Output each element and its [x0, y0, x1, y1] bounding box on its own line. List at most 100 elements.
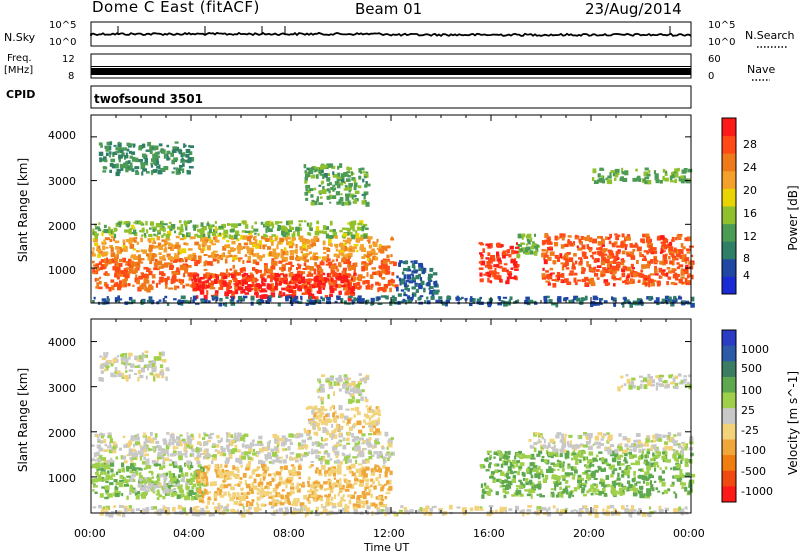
velocity-cell [370, 454, 375, 457]
power-cell [197, 278, 202, 283]
power-cell [314, 230, 320, 236]
velocity-cell [245, 502, 249, 507]
power-cell [216, 274, 221, 277]
power-cell [266, 223, 271, 227]
power-cell [408, 298, 412, 302]
power-cell [501, 251, 507, 257]
power-cell [273, 277, 277, 280]
power-cell [173, 298, 177, 301]
velocity-cell [219, 491, 222, 496]
velocity-cell [268, 440, 271, 444]
velocity-cell [322, 429, 326, 433]
power-cell [123, 247, 128, 252]
power-cell [258, 255, 263, 259]
power-cell [287, 236, 291, 240]
power-cell [159, 271, 164, 275]
velocity-cell [636, 481, 641, 484]
power-cell [583, 256, 589, 259]
power-cell [137, 258, 142, 264]
power-cell [502, 250, 507, 253]
xtick-6: 00:00 [673, 527, 705, 540]
power-cell [419, 277, 423, 281]
power-cell [208, 224, 213, 229]
velocity-cell [148, 448, 151, 452]
power-cell [382, 259, 387, 264]
velocity-cell [378, 451, 383, 456]
velocity-cell [355, 459, 358, 464]
power-cell [597, 236, 601, 239]
power-cell [402, 267, 408, 272]
power-cell [341, 284, 346, 288]
power-cell [288, 220, 293, 225]
velocity-cell [358, 391, 361, 396]
power-cell [544, 254, 549, 258]
power-cell [332, 184, 336, 187]
power-cell [215, 275, 219, 280]
velocity-cell [345, 422, 349, 426]
xaxis-label: Time UT [364, 541, 410, 554]
power-cell [361, 193, 367, 196]
power-cell [370, 285, 373, 290]
power-cell [674, 258, 679, 261]
power-cell [98, 222, 101, 225]
power-cell [113, 237, 115, 242]
velocity-cell [351, 432, 354, 438]
power-cell [347, 281, 350, 287]
power-cell [316, 174, 319, 179]
power-cell [662, 258, 665, 262]
velocity-cell [230, 486, 235, 491]
velocity-cell [198, 499, 204, 503]
velocity-cell [360, 452, 365, 458]
power-cell [314, 262, 317, 267]
velocity-cell [245, 465, 250, 468]
velocity-cell [347, 455, 351, 458]
power-cell [305, 184, 311, 189]
velocity-cell [324, 452, 329, 455]
velocity-cell [354, 442, 359, 447]
power-cell [174, 253, 177, 257]
velocity-cell [116, 471, 119, 476]
velocity-cell [335, 423, 339, 429]
power-cell [261, 282, 266, 287]
power-cell [158, 143, 163, 147]
velocity-cell [225, 432, 228, 435]
power-cell [549, 267, 554, 271]
power-cell [146, 287, 151, 293]
power-cell [654, 250, 658, 254]
power-cell [211, 295, 215, 300]
power-cell [668, 255, 671, 260]
power-cell [112, 266, 118, 271]
power-cell [102, 266, 106, 270]
power-cell [141, 273, 144, 276]
power-cell [337, 275, 343, 281]
nave-label: Nave [747, 63, 776, 76]
velocity-cell [112, 358, 117, 363]
power-cell [318, 274, 323, 278]
power-cell [255, 271, 259, 275]
velocity-cell [377, 466, 381, 470]
power-cell [530, 237, 533, 242]
power-cell [298, 223, 302, 227]
power-cell [534, 250, 538, 256]
power-cell [567, 235, 572, 238]
velocity-cell [373, 409, 376, 412]
velocity-cell [317, 494, 322, 499]
power-cell [608, 240, 612, 245]
power-cell [114, 240, 120, 243]
power-cell [548, 275, 553, 280]
power-cell [320, 277, 325, 282]
velocity-cell [117, 468, 122, 472]
power-cell [242, 235, 245, 239]
power-cell [643, 178, 646, 182]
velocity-cell [325, 419, 330, 424]
velocity-cell [356, 453, 360, 458]
power-cell [496, 258, 502, 262]
velocity-cell [334, 484, 338, 488]
velocity-cell [316, 485, 319, 488]
power-cell [332, 171, 335, 175]
velocity-cell [333, 410, 337, 415]
velocity-cell [177, 474, 181, 478]
power-cell [242, 260, 245, 264]
velocity-cell [180, 493, 185, 498]
velocity-cell [326, 487, 331, 490]
